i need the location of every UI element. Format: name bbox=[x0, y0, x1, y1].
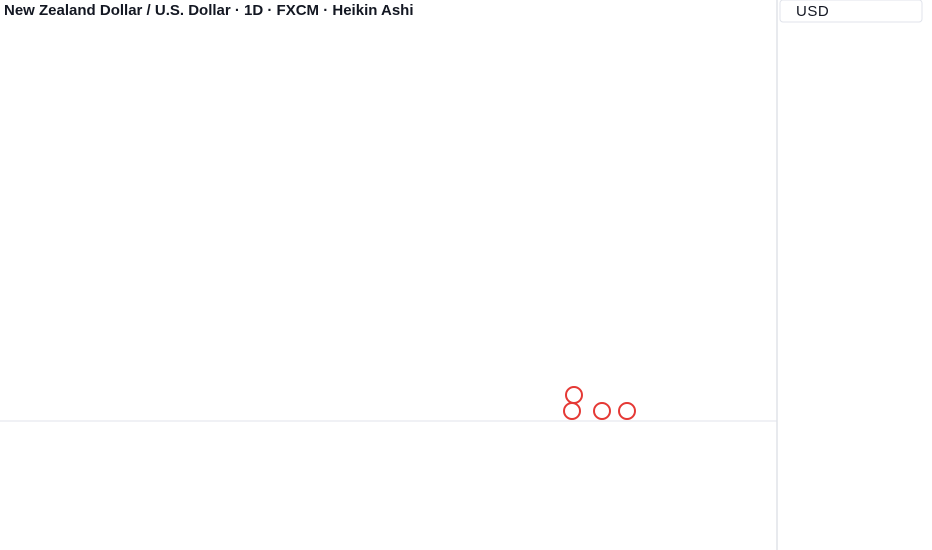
chart-title: New Zealand Dollar / U.S. Dollar · 1D · … bbox=[4, 2, 414, 19]
currency: USD bbox=[796, 3, 829, 20]
logo-icon bbox=[593, 402, 611, 420]
logo-icon bbox=[563, 402, 581, 420]
logo-icon bbox=[618, 402, 636, 420]
currency-button[interactable] bbox=[779, 0, 923, 23]
broker-logo bbox=[563, 386, 636, 420]
